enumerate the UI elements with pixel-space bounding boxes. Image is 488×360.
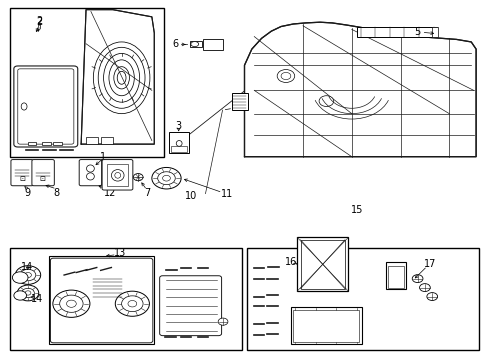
Bar [107,164,128,186]
Text: 11: 11 [221,189,233,199]
Ellipse shape [319,96,333,107]
Ellipse shape [86,165,94,172]
Ellipse shape [115,172,121,178]
Text: 7: 7 [143,188,150,198]
Text: ⊡: ⊡ [39,176,45,182]
Ellipse shape [21,103,27,110]
Text: 15: 15 [350,206,362,216]
Bar [385,262,406,289]
Ellipse shape [60,295,83,312]
Text: 13: 13 [114,248,126,258]
Ellipse shape [411,275,422,283]
Ellipse shape [53,290,90,318]
FancyBboxPatch shape [159,276,221,336]
Ellipse shape [103,53,140,102]
Text: 2: 2 [37,16,43,26]
Bar [297,237,347,291]
Text: 12: 12 [104,188,116,198]
FancyBboxPatch shape [79,159,102,186]
FancyBboxPatch shape [11,159,33,186]
Bar [246,248,478,350]
Bar [86,137,98,144]
Ellipse shape [115,291,149,316]
Ellipse shape [128,301,137,307]
Polygon shape [81,10,154,144]
Ellipse shape [176,140,182,146]
Bar [232,93,247,110]
Text: 2: 2 [37,17,43,27]
Text: 6: 6 [172,40,178,49]
Ellipse shape [277,69,294,82]
Ellipse shape [111,170,124,181]
FancyBboxPatch shape [14,66,78,147]
Ellipse shape [122,296,143,312]
Text: 9: 9 [24,188,31,198]
Ellipse shape [190,41,198,46]
Bar [53,141,62,145]
Bar [300,240,344,289]
Ellipse shape [15,266,41,284]
Text: 4: 4 [85,174,91,184]
Bar [189,41,202,47]
Ellipse shape [158,172,175,185]
Bar [387,266,403,288]
Ellipse shape [20,269,36,281]
FancyBboxPatch shape [18,69,74,144]
Ellipse shape [152,167,181,189]
Ellipse shape [162,175,170,181]
Ellipse shape [393,274,398,279]
Ellipse shape [98,47,145,108]
Polygon shape [244,22,475,157]
Bar [10,8,163,157]
Text: 5: 5 [414,27,420,37]
Bar [171,146,186,152]
FancyBboxPatch shape [32,159,54,186]
Ellipse shape [114,67,129,89]
Text: 14: 14 [31,294,43,304]
Ellipse shape [93,42,150,114]
Text: 14: 14 [21,262,34,272]
Ellipse shape [14,291,26,300]
Ellipse shape [86,173,94,180]
Bar [169,132,188,153]
Text: 10: 10 [184,191,197,201]
Ellipse shape [117,71,126,84]
Bar [431,27,437,37]
Ellipse shape [109,60,134,96]
Text: 1: 1 [100,152,106,162]
Ellipse shape [21,288,34,298]
Ellipse shape [24,273,31,278]
Bar [27,141,36,145]
Ellipse shape [66,300,76,307]
Ellipse shape [281,72,290,80]
Bar [42,141,51,145]
FancyBboxPatch shape [102,159,133,190]
Ellipse shape [426,293,437,301]
Ellipse shape [419,284,429,292]
Ellipse shape [17,285,39,301]
Ellipse shape [12,272,28,283]
Bar [101,137,113,144]
Text: 17: 17 [423,259,435,269]
Bar [356,27,436,37]
Ellipse shape [25,291,31,295]
Text: 8: 8 [54,188,60,198]
Bar [203,39,222,50]
Bar [293,310,358,342]
Bar [49,256,154,344]
Text: ⊡: ⊡ [19,176,25,182]
Bar [290,307,361,344]
Text: 16: 16 [284,257,296,267]
Bar [10,248,242,350]
FancyBboxPatch shape [50,258,153,343]
Text: 3: 3 [175,121,182,131]
Ellipse shape [389,271,401,282]
Ellipse shape [133,174,143,181]
Ellipse shape [218,318,227,325]
